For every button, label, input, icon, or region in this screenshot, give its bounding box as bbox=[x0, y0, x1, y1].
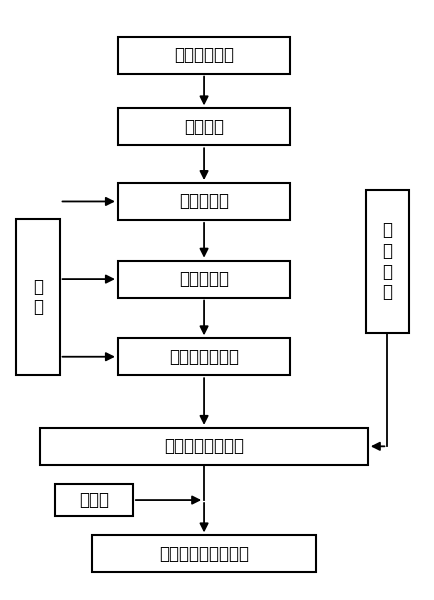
FancyBboxPatch shape bbox=[40, 428, 368, 465]
FancyBboxPatch shape bbox=[118, 260, 290, 298]
FancyBboxPatch shape bbox=[118, 108, 290, 145]
Text: 防腐剂: 防腐剂 bbox=[79, 491, 109, 509]
FancyBboxPatch shape bbox=[118, 183, 290, 220]
FancyBboxPatch shape bbox=[55, 484, 133, 517]
FancyBboxPatch shape bbox=[118, 37, 290, 74]
FancyBboxPatch shape bbox=[16, 220, 59, 374]
FancyBboxPatch shape bbox=[366, 190, 409, 333]
Text: 种了罐培养: 种了罐培养 bbox=[179, 270, 229, 288]
FancyBboxPatch shape bbox=[118, 338, 290, 375]
Text: 检
测: 检 测 bbox=[33, 278, 43, 316]
Text: 微生物复配农药产品: 微生物复配农药产品 bbox=[159, 545, 249, 563]
Text: 微生物农药的复配: 微生物农药的复配 bbox=[164, 437, 244, 455]
FancyBboxPatch shape bbox=[92, 535, 316, 572]
Text: 井
冈
霉
素: 井 冈 霉 素 bbox=[382, 221, 392, 301]
Text: 实验室培养: 实验室培养 bbox=[179, 193, 229, 211]
Text: 大型发酵罐培养: 大型发酵罐培养 bbox=[169, 348, 239, 366]
Text: 枯草芽孢杆菌: 枯草芽孢杆菌 bbox=[174, 46, 234, 64]
Text: 菌种活化: 菌种活化 bbox=[184, 118, 224, 136]
